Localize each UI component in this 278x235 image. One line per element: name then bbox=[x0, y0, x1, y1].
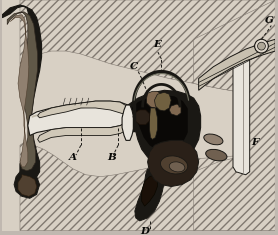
Text: E: E bbox=[153, 40, 161, 49]
Polygon shape bbox=[7, 12, 38, 171]
Polygon shape bbox=[2, 0, 275, 231]
Text: G: G bbox=[265, 16, 274, 25]
Polygon shape bbox=[135, 169, 164, 221]
Polygon shape bbox=[122, 105, 134, 140]
Text: A: A bbox=[69, 153, 77, 162]
Polygon shape bbox=[150, 108, 157, 139]
Ellipse shape bbox=[204, 134, 223, 145]
Polygon shape bbox=[148, 140, 199, 187]
Polygon shape bbox=[38, 122, 130, 142]
Polygon shape bbox=[233, 57, 250, 175]
Circle shape bbox=[255, 39, 268, 53]
Polygon shape bbox=[142, 175, 157, 206]
Text: F: F bbox=[252, 138, 259, 147]
Polygon shape bbox=[10, 15, 29, 167]
Polygon shape bbox=[194, 0, 275, 231]
Polygon shape bbox=[20, 142, 275, 231]
Text: B: B bbox=[107, 153, 116, 162]
Circle shape bbox=[257, 42, 265, 50]
Polygon shape bbox=[130, 95, 191, 151]
Text: C: C bbox=[130, 62, 138, 71]
Polygon shape bbox=[133, 110, 150, 125]
Polygon shape bbox=[128, 90, 201, 164]
Polygon shape bbox=[169, 104, 181, 116]
Ellipse shape bbox=[160, 156, 188, 174]
Polygon shape bbox=[28, 101, 130, 135]
Polygon shape bbox=[14, 172, 39, 198]
Polygon shape bbox=[155, 92, 171, 111]
Ellipse shape bbox=[169, 162, 185, 172]
Polygon shape bbox=[38, 101, 132, 118]
Polygon shape bbox=[199, 39, 275, 90]
Polygon shape bbox=[20, 0, 275, 98]
Polygon shape bbox=[32, 105, 122, 118]
Polygon shape bbox=[147, 91, 162, 108]
Text: D: D bbox=[140, 227, 149, 235]
Ellipse shape bbox=[206, 149, 227, 161]
Polygon shape bbox=[2, 5, 42, 179]
Polygon shape bbox=[18, 175, 37, 196]
